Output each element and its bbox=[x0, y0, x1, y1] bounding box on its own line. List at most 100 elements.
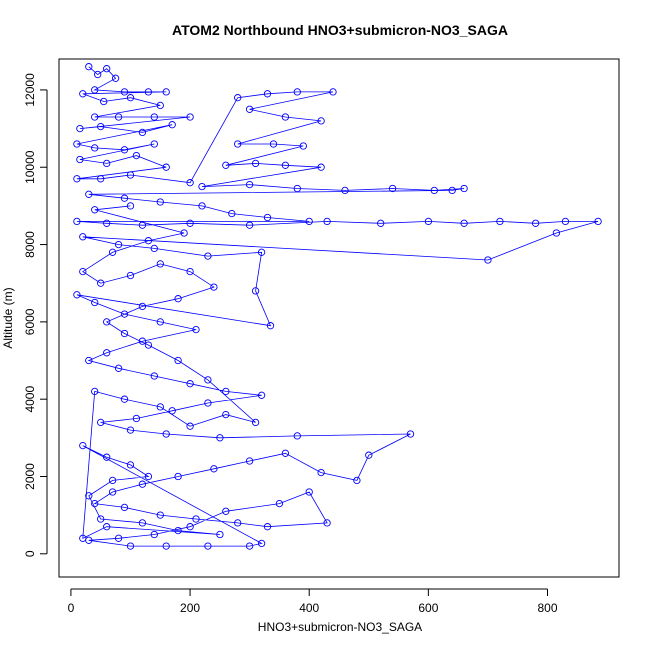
data-point bbox=[85, 492, 93, 500]
data-point bbox=[100, 97, 108, 106]
data-point bbox=[79, 534, 87, 542]
data-point bbox=[162, 430, 170, 438]
data-point bbox=[222, 410, 230, 419]
data-point bbox=[266, 322, 275, 330]
data-point bbox=[120, 88, 129, 96]
data-point bbox=[222, 387, 230, 396]
data-point bbox=[198, 182, 206, 191]
data-point bbox=[126, 426, 135, 434]
data-point bbox=[460, 184, 468, 193]
chart-title: ATOM2 Northbound HNO3+submicron-NO3_SAGA bbox=[172, 22, 508, 38]
series-line bbox=[76, 66, 599, 547]
data-point bbox=[186, 523, 194, 531]
data-point bbox=[174, 526, 182, 535]
data-point bbox=[150, 113, 158, 121]
y-tick-label: 12000 bbox=[23, 73, 37, 107]
data-point bbox=[293, 184, 301, 193]
data-point bbox=[114, 534, 123, 542]
data-point bbox=[204, 542, 212, 550]
data-point bbox=[561, 217, 570, 226]
data-point bbox=[73, 291, 81, 299]
data-point bbox=[103, 65, 111, 73]
data-point bbox=[245, 221, 254, 229]
data-point bbox=[281, 113, 290, 121]
data-point bbox=[198, 202, 206, 210]
data-point bbox=[406, 430, 415, 438]
data-point bbox=[257, 248, 266, 256]
data-point bbox=[97, 122, 105, 131]
data-point bbox=[251, 418, 260, 427]
data-point bbox=[210, 283, 218, 291]
data-point bbox=[138, 337, 147, 345]
data-point bbox=[156, 403, 164, 411]
data-point bbox=[85, 63, 93, 71]
data-point bbox=[204, 252, 212, 260]
plot-frame bbox=[58, 58, 620, 578]
data-point bbox=[257, 539, 266, 548]
data-point bbox=[120, 310, 129, 318]
data-point bbox=[79, 233, 87, 241]
data-point bbox=[293, 88, 301, 96]
data-point bbox=[144, 88, 153, 96]
data-point bbox=[234, 140, 242, 148]
data-point bbox=[150, 244, 158, 253]
data-point bbox=[103, 453, 111, 461]
data-point bbox=[150, 372, 158, 380]
data-point bbox=[323, 519, 331, 527]
y-tick-label: 4000 bbox=[23, 386, 37, 413]
data-point bbox=[257, 391, 266, 399]
data-point bbox=[138, 128, 147, 137]
data-point bbox=[186, 219, 194, 227]
data-point bbox=[531, 219, 540, 227]
data-point bbox=[144, 472, 153, 481]
data-point bbox=[162, 88, 170, 96]
data-point bbox=[108, 248, 117, 256]
data-point bbox=[108, 488, 117, 496]
data-point bbox=[97, 515, 105, 523]
data-point bbox=[156, 198, 164, 206]
data-point bbox=[329, 88, 337, 96]
data-point bbox=[317, 117, 325, 125]
data-point bbox=[228, 209, 236, 218]
y-tick-label: 2000 bbox=[23, 463, 37, 490]
data-point bbox=[91, 499, 99, 508]
data-point bbox=[299, 142, 307, 150]
data-point bbox=[156, 318, 164, 326]
data-point bbox=[103, 523, 111, 531]
data-point bbox=[73, 140, 81, 148]
data-point bbox=[85, 356, 93, 365]
data-point bbox=[150, 530, 158, 539]
data-point bbox=[210, 465, 218, 473]
data-point bbox=[234, 94, 242, 102]
data-point bbox=[120, 194, 129, 202]
data-point bbox=[162, 542, 170, 550]
data-point bbox=[138, 480, 147, 488]
data-point bbox=[126, 542, 135, 550]
x-tick-label: 200 bbox=[180, 601, 200, 615]
data-point bbox=[138, 302, 147, 311]
data-point bbox=[222, 507, 230, 515]
data-point bbox=[245, 180, 254, 189]
y-tick-label: 10000 bbox=[23, 150, 37, 184]
data-point bbox=[103, 318, 111, 326]
y-tick-label: 0 bbox=[23, 550, 37, 557]
data-point bbox=[192, 515, 200, 523]
data-point bbox=[180, 229, 188, 237]
data-point bbox=[263, 213, 272, 222]
data-point bbox=[365, 451, 373, 459]
data-point bbox=[108, 476, 117, 485]
data-point bbox=[388, 184, 397, 193]
data-point bbox=[126, 94, 135, 102]
data-point bbox=[204, 376, 212, 384]
data-point bbox=[317, 163, 325, 171]
data-point bbox=[114, 364, 123, 372]
data-point bbox=[126, 202, 135, 210]
data-point bbox=[111, 74, 120, 82]
data-point bbox=[281, 161, 290, 169]
x-tick-label: 400 bbox=[299, 601, 319, 615]
data-point bbox=[251, 287, 260, 295]
x-axis-label: HNO3+submicron-NO3_SAGA bbox=[258, 620, 422, 634]
data-point bbox=[97, 175, 105, 183]
data-point bbox=[97, 418, 105, 427]
y-axis-label: Altitude (m) bbox=[1, 287, 15, 348]
